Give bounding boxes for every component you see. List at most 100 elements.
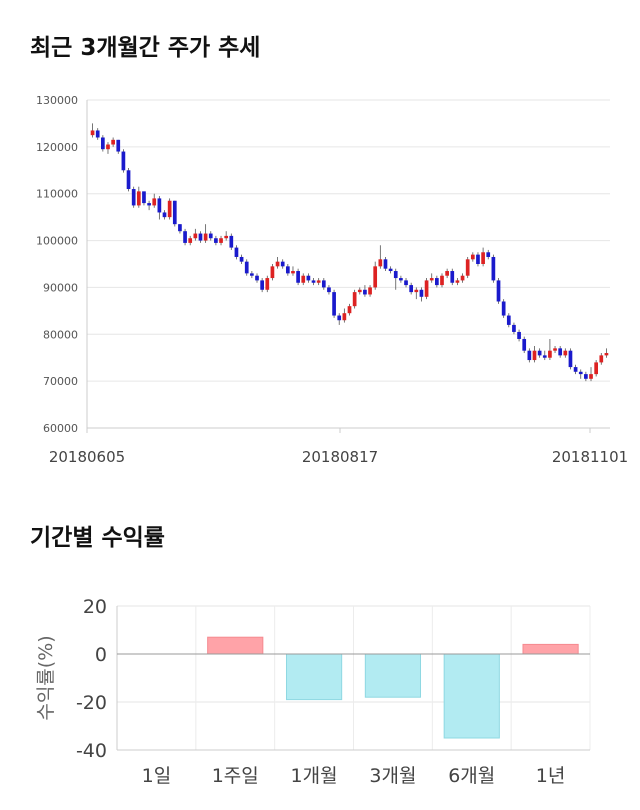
candle-body <box>558 348 563 356</box>
candle-body <box>224 235 229 239</box>
candle-body <box>275 261 280 267</box>
candle-body <box>548 350 552 358</box>
candle-body <box>270 266 275 279</box>
y-tick-label: -40 <box>76 740 107 762</box>
candle-body <box>162 212 167 218</box>
candle-body <box>244 261 249 274</box>
candle-body <box>90 130 95 136</box>
candle-body <box>188 238 193 243</box>
y-tick-label: 100000 <box>36 235 78 248</box>
candle-body <box>167 200 172 218</box>
candle-body <box>604 353 609 356</box>
candle-body <box>178 224 182 232</box>
candle-body <box>393 271 398 279</box>
y-tick-label: 20 <box>83 596 107 618</box>
y-tick-label: 60000 <box>43 422 78 435</box>
x-tick-label: 3개월 <box>369 765 416 787</box>
candle-body <box>594 362 599 375</box>
candle-body <box>486 252 491 257</box>
candle-body <box>296 271 300 283</box>
candle-body <box>424 280 429 297</box>
candle-body <box>219 238 223 243</box>
candle-body <box>106 144 110 150</box>
candle-body <box>265 278 270 290</box>
return-bar <box>285 653 343 701</box>
x-tick-label: 20180605 <box>49 448 125 466</box>
candle-body <box>285 266 290 274</box>
y-tick-label: 110000 <box>36 188 78 201</box>
candle-body <box>111 139 115 145</box>
candle-body <box>316 280 321 283</box>
y-tick-label: 80000 <box>43 328 78 341</box>
candle-body <box>383 259 388 269</box>
x-tick-label: 20180817 <box>302 448 378 466</box>
candle-body <box>506 315 511 325</box>
price-trend-title: 최근 3개월간 주가 추세 <box>30 35 261 61</box>
candle-body <box>291 271 295 274</box>
candle-body <box>327 287 331 293</box>
candle-body <box>306 275 311 281</box>
candle-body <box>573 367 578 372</box>
candle-body <box>234 247 239 257</box>
candle-body <box>522 338 527 351</box>
candle-body <box>491 256 496 281</box>
candle-body <box>527 350 532 361</box>
return-bar <box>522 643 579 655</box>
candle-body <box>512 324 516 332</box>
candle-body <box>157 198 162 213</box>
x-tick-label: 1주일 <box>212 765 259 787</box>
x-tick-label: 1년 <box>536 765 566 787</box>
candle-body <box>563 350 568 356</box>
candle-body <box>100 137 105 150</box>
candle-body <box>347 306 352 314</box>
candle-body <box>121 151 126 171</box>
candle-body <box>501 301 506 316</box>
candle-body <box>368 287 372 295</box>
candle-body <box>578 371 583 375</box>
candle-body <box>203 233 208 241</box>
candle-body <box>589 374 593 379</box>
candle-body <box>352 292 357 307</box>
x-tick-label: 1일 <box>142 765 172 787</box>
candle-body <box>332 292 336 316</box>
candle-body <box>404 280 408 286</box>
candle-body <box>280 261 285 267</box>
candle-body <box>440 275 444 286</box>
candle-body <box>445 271 449 276</box>
candle-body <box>301 275 306 283</box>
candle-body <box>388 268 393 272</box>
candle-body <box>465 259 470 276</box>
candle-body <box>136 191 141 206</box>
candle-body <box>142 191 146 204</box>
y-tick-label: 130000 <box>36 94 78 107</box>
candle-body <box>450 271 455 283</box>
candle-body <box>409 285 414 293</box>
candle-body <box>460 275 465 281</box>
candle-body <box>373 266 378 288</box>
y-axis-label: 수익률(%) <box>35 635 57 720</box>
candle-body <box>214 238 218 243</box>
candle-body <box>537 350 542 356</box>
candle-body <box>260 280 264 290</box>
candle-body <box>208 233 213 239</box>
candle-body <box>250 273 254 276</box>
return-bar <box>207 636 264 655</box>
y-tick-label: 0 <box>95 644 107 666</box>
candle-body <box>419 289 424 297</box>
candle-body <box>481 252 485 264</box>
candle-body <box>95 130 100 138</box>
y-tick-label: 70000 <box>43 375 78 388</box>
y-tick-label: 120000 <box>36 141 78 154</box>
candle-body <box>131 189 136 206</box>
candle-body <box>414 289 419 293</box>
candle-body <box>357 289 362 293</box>
x-tick-label: 1개월 <box>291 765 338 787</box>
candle-body <box>378 259 383 267</box>
candle-body <box>172 200 177 225</box>
candle-body <box>542 355 547 358</box>
candle-body <box>429 278 434 281</box>
candle-body <box>229 235 234 248</box>
candle-body <box>476 254 480 264</box>
candle-body <box>198 233 203 241</box>
candle-body <box>147 203 151 206</box>
